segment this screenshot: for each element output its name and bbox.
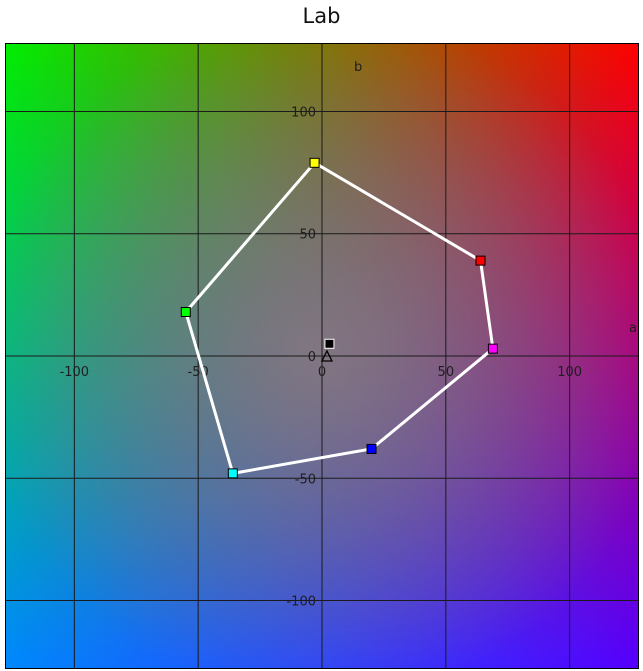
gamut-point — [227, 468, 238, 479]
x-tick-label: 0 — [318, 365, 326, 380]
gamut-point — [475, 255, 486, 266]
y-axis-label: b — [354, 60, 362, 75]
y-tick-label: -100 — [286, 595, 316, 610]
y-tick-label: -50 — [295, 472, 316, 487]
plot-border — [5, 43, 639, 669]
grid-lines — [5, 43, 639, 669]
gamut-point — [366, 443, 377, 454]
gamut-point — [309, 157, 320, 168]
x-tick-label: 50 — [438, 365, 455, 380]
x-axis-label: a — [629, 321, 637, 336]
x-tick-label: -100 — [60, 365, 90, 380]
gamut-point — [487, 343, 498, 354]
whitepoint-square — [324, 338, 335, 349]
y-tick-label: 50 — [299, 228, 316, 243]
gamut-markers — [180, 157, 498, 479]
y-tick-label: 100 — [291, 105, 316, 120]
gamut-point — [180, 306, 191, 317]
chart-title: Lab — [302, 4, 341, 28]
whitepoint-triangle — [320, 349, 334, 362]
x-tick-label: 100 — [557, 365, 582, 380]
y-tick-label: 0 — [308, 350, 316, 365]
